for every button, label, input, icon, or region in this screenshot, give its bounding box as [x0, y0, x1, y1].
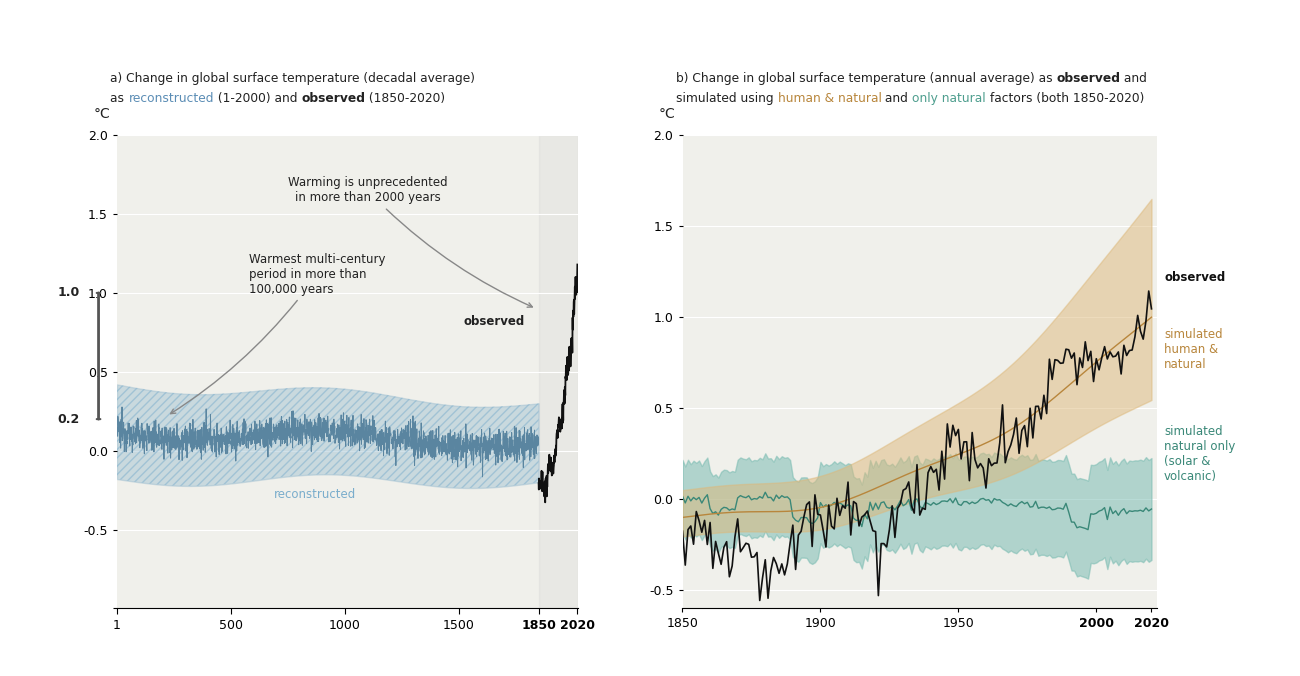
Text: observed: observed — [1057, 72, 1121, 84]
Text: Warming is unprecedented
in more than 2000 years: Warming is unprecedented in more than 20… — [287, 176, 533, 307]
Text: and: and — [881, 92, 913, 105]
Text: as: as — [111, 92, 129, 105]
Text: b) Change in global surface temperature (annual average) as: b) Change in global surface temperature … — [676, 72, 1057, 84]
Text: °C: °C — [659, 107, 676, 121]
Text: factors (both 1850-2020): factors (both 1850-2020) — [985, 92, 1144, 105]
Text: (1-2000) and: (1-2000) and — [214, 92, 302, 105]
Text: and: and — [1121, 72, 1148, 84]
Text: observed: observed — [302, 92, 365, 105]
Text: observed: observed — [1164, 270, 1226, 284]
Text: reconstructed: reconstructed — [129, 92, 214, 105]
Text: simulated
natural only
(solar &
volcanic): simulated natural only (solar & volcanic… — [1164, 425, 1235, 483]
Polygon shape — [98, 293, 105, 419]
Text: simulated
human &
natural: simulated human & natural — [1164, 329, 1223, 371]
Text: 1.0: 1.0 — [57, 287, 81, 299]
Text: (1850-2020): (1850-2020) — [365, 92, 446, 105]
Text: 0.2: 0.2 — [57, 412, 81, 426]
Text: History of global temperature change and causes of recent warming: History of global temperature change and… — [13, 18, 820, 38]
Text: simulated using: simulated using — [676, 92, 777, 105]
Bar — [538, 135, 578, 608]
Text: human & natural: human & natural — [777, 92, 881, 105]
Text: a) Change in global surface temperature (decadal average): a) Change in global surface temperature … — [111, 72, 476, 84]
Text: observed: observed — [464, 314, 525, 328]
Text: Warmest multi-century
period in more than
100,000 years: Warmest multi-century period in more tha… — [170, 253, 386, 414]
Text: reconstructed: reconstructed — [274, 488, 356, 502]
Text: only natural: only natural — [913, 92, 985, 105]
Text: °C: °C — [94, 107, 111, 121]
